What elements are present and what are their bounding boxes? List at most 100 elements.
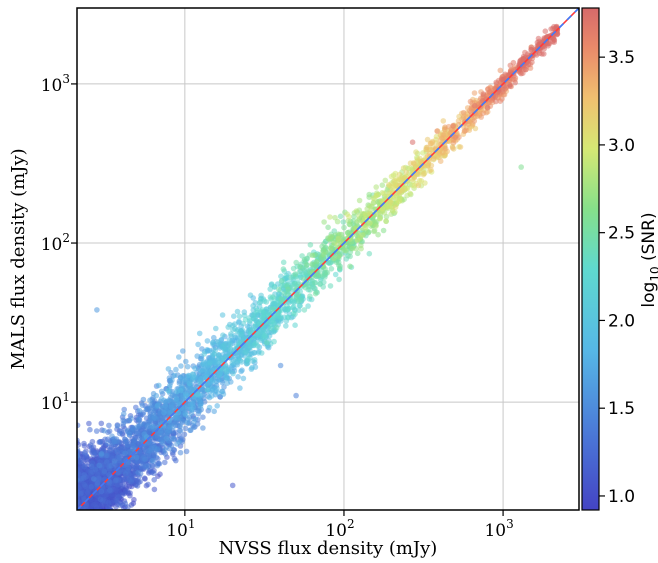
data-point xyxy=(116,457,122,464)
data-point xyxy=(81,525,87,531)
data-point xyxy=(79,521,85,527)
data-point xyxy=(167,382,173,389)
data-point xyxy=(109,518,115,524)
data-point xyxy=(74,514,80,520)
data-point xyxy=(74,523,80,529)
data-point xyxy=(111,438,118,445)
data-point xyxy=(77,519,83,525)
data-point xyxy=(75,534,81,540)
data-point xyxy=(74,516,80,522)
data-point xyxy=(74,553,80,559)
data-point xyxy=(74,533,80,539)
data-point xyxy=(166,397,172,403)
data-point xyxy=(90,513,96,519)
data-point xyxy=(103,459,110,465)
data-point xyxy=(74,531,80,537)
data-point xyxy=(227,345,234,352)
data-point xyxy=(83,512,89,518)
data-point xyxy=(74,531,80,537)
data-point xyxy=(108,462,114,469)
data-point xyxy=(80,510,86,516)
data-point xyxy=(267,286,274,292)
data-point xyxy=(84,521,90,527)
data-point xyxy=(219,312,226,318)
data-point xyxy=(76,528,82,534)
data-point xyxy=(74,534,80,540)
data-point xyxy=(76,551,82,557)
data-point xyxy=(88,517,94,523)
data-point xyxy=(109,512,115,518)
data-point xyxy=(75,513,81,519)
data-point xyxy=(121,418,128,425)
data-point xyxy=(91,476,97,482)
data-point xyxy=(74,520,80,526)
data-point xyxy=(301,256,308,263)
data-point xyxy=(80,516,86,522)
data-point xyxy=(82,526,88,532)
data-point xyxy=(107,487,113,494)
data-point xyxy=(77,525,83,531)
data-point xyxy=(77,422,81,429)
data-point xyxy=(234,328,241,334)
data-point xyxy=(74,522,80,528)
data-point xyxy=(76,528,82,534)
data-point xyxy=(77,555,83,561)
data-point xyxy=(75,526,81,532)
data-point xyxy=(76,529,82,535)
data-point xyxy=(75,516,81,522)
data-point xyxy=(74,553,80,559)
data-point xyxy=(74,542,80,548)
data-point xyxy=(74,516,80,522)
data-point xyxy=(74,525,80,531)
data-point xyxy=(293,392,299,399)
data-point xyxy=(74,538,80,544)
data-point xyxy=(89,534,95,540)
data-point xyxy=(76,524,82,530)
data-point xyxy=(91,537,97,543)
data-point xyxy=(86,526,92,532)
data-point xyxy=(75,516,81,522)
data-point xyxy=(82,532,88,538)
data-point xyxy=(75,519,81,525)
data-point xyxy=(82,519,88,525)
data-point xyxy=(145,481,151,488)
data-point xyxy=(91,536,97,542)
data-point xyxy=(75,525,81,531)
data-point xyxy=(74,527,80,533)
data-point xyxy=(75,545,81,551)
data-point xyxy=(74,523,80,529)
data-point xyxy=(79,527,85,533)
data-point xyxy=(74,539,80,545)
data-point xyxy=(77,519,83,525)
data-point xyxy=(93,525,99,531)
data-point xyxy=(74,521,80,527)
data-point xyxy=(80,514,86,520)
data-point xyxy=(75,531,81,537)
data-point xyxy=(79,515,85,521)
data-point xyxy=(100,516,106,522)
data-point xyxy=(74,515,80,521)
data-point xyxy=(74,516,80,522)
data-point xyxy=(76,512,82,518)
data-point xyxy=(109,433,115,440)
data-point xyxy=(107,512,113,518)
data-point xyxy=(75,518,81,524)
data-point xyxy=(101,513,107,519)
data-point xyxy=(74,511,80,517)
data-point xyxy=(77,447,81,453)
data-point xyxy=(74,517,80,523)
data-point xyxy=(74,520,80,526)
data-point xyxy=(74,528,80,534)
data-point xyxy=(78,556,84,562)
data-point xyxy=(111,458,118,464)
data-point xyxy=(88,463,95,470)
data-point xyxy=(76,530,82,536)
data-point xyxy=(204,346,210,353)
data-point xyxy=(78,533,84,539)
data-point xyxy=(74,543,80,549)
data-point xyxy=(83,516,89,522)
data-point xyxy=(81,516,87,522)
data-point xyxy=(200,414,206,421)
data-point xyxy=(77,516,83,522)
data-point xyxy=(252,340,258,347)
